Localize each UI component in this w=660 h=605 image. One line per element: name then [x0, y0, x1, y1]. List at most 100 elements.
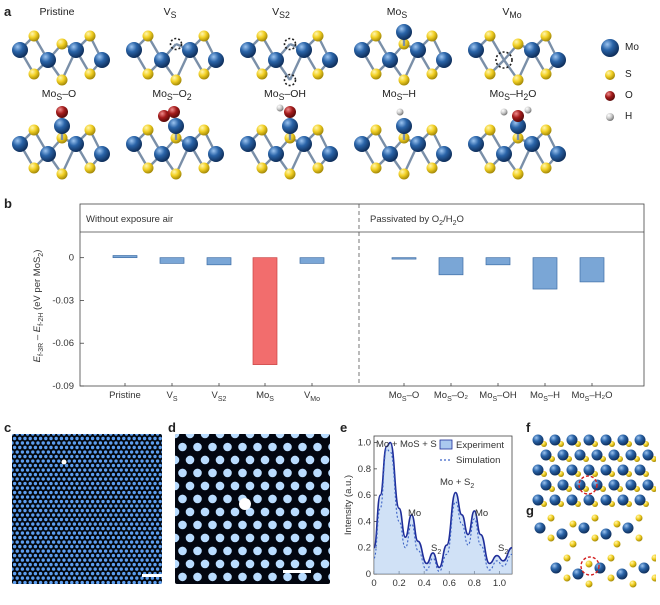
- stm-spot: [77, 468, 82, 472]
- molybdenum-atom: [532, 434, 544, 446]
- stm-spot: [25, 434, 30, 436]
- stm-spot: [44, 490, 48, 495]
- stm-spot: [12, 558, 14, 562]
- stm-spot: [155, 468, 160, 472]
- stm-spot: [238, 442, 247, 452]
- bar-7: [485, 257, 511, 266]
- stm-spot: [119, 495, 123, 499]
- stm-spot: [320, 559, 330, 569]
- molybdenum-atom: [532, 494, 544, 506]
- stm-spot: [122, 499, 126, 504]
- stm-spot: [15, 576, 19, 580]
- e-y-label: Intensity (a.u.): [343, 475, 354, 535]
- e-legend: Experiment Simulation: [439, 439, 504, 466]
- stm-spot: [20, 522, 25, 526]
- stm-spot: [59, 580, 64, 584]
- stm-spot: [145, 540, 149, 544]
- stm-spot: [93, 540, 97, 544]
- stm-spot: [41, 441, 45, 445]
- molybdenum-atom: [94, 52, 110, 68]
- stm-spot: [38, 472, 43, 477]
- stm-spot: [12, 490, 17, 495]
- sulfur-atom: [512, 168, 524, 180]
- panel-label-b: b: [4, 196, 12, 211]
- stm-spot: [33, 454, 38, 459]
- stm-spot: [114, 495, 118, 499]
- stm-spot: [41, 522, 45, 526]
- stm-spot: [142, 526, 147, 531]
- stm-spot: [119, 558, 123, 562]
- stm-spot: [153, 535, 157, 540]
- annot-s2b: S2: [498, 543, 508, 556]
- stm-spot: [36, 540, 40, 544]
- stm-spot: [114, 477, 118, 481]
- stm-spot: [313, 468, 322, 478]
- molybdenum-atom: [574, 479, 586, 491]
- molybdenum-atom: [642, 449, 654, 461]
- stm-spot: [90, 535, 95, 540]
- stm-spot: [96, 436, 100, 441]
- molybdenum-atom: [617, 434, 629, 446]
- hydrogen-atom: [276, 104, 284, 112]
- stm-spot: [132, 544, 136, 549]
- stm-spot: [46, 441, 51, 445]
- stm-spot: [18, 499, 22, 504]
- stm-spot: [155, 477, 160, 481]
- stm-spot: [127, 490, 131, 495]
- stm-spot: [290, 481, 300, 491]
- stm-spot: [230, 455, 240, 465]
- stm-spot: [124, 434, 129, 436]
- stm-spot: [145, 549, 149, 553]
- sulfur-atom: [170, 74, 182, 86]
- stm-spot: [137, 562, 142, 567]
- stm-spot: [31, 513, 35, 517]
- stm-spot: [155, 450, 160, 454]
- stm-spot: [283, 520, 292, 530]
- stm-spot: [28, 508, 32, 513]
- stm-spot: [88, 495, 92, 499]
- stm-spot: [80, 481, 84, 486]
- stm-spot: [122, 544, 126, 549]
- stm-spot: [200, 559, 210, 569]
- stm-spot: [88, 576, 92, 580]
- stm-spot: [18, 535, 22, 540]
- stm-spot: [62, 540, 66, 544]
- stm-spot: [124, 513, 129, 517]
- stm-spot: [20, 513, 25, 517]
- stm-spot: [119, 434, 123, 436]
- stm-spot: [260, 455, 270, 465]
- stm-spot: [101, 508, 105, 513]
- stm-spot: [142, 445, 147, 450]
- stm-spot: [54, 571, 58, 576]
- stm-spot: [290, 533, 300, 543]
- stm-spot: [62, 450, 66, 454]
- stm-spot: [101, 562, 105, 567]
- stm-spot: [119, 513, 123, 517]
- stm-spot: [64, 454, 69, 459]
- stm-spot: [111, 481, 116, 486]
- stm-spot: [290, 434, 300, 439]
- stm-spot: [83, 504, 87, 508]
- atom-legend: [601, 39, 619, 121]
- stm-spot: [51, 513, 56, 517]
- stm-spot: [145, 531, 149, 535]
- molybdenum-atom: [534, 522, 546, 534]
- stm-spot: [44, 472, 48, 477]
- stm-spot: [72, 468, 77, 472]
- stm-spot: [140, 468, 144, 472]
- stm-spot: [140, 504, 144, 508]
- stm-spot: [72, 540, 77, 544]
- stm-spot: [145, 504, 149, 508]
- stm-spot: [175, 507, 180, 517]
- stm-spot: [290, 559, 300, 569]
- stm-spot: [36, 486, 40, 490]
- stm-spot: [36, 576, 40, 580]
- stm-spot: [132, 463, 136, 468]
- stm-spot: [313, 546, 322, 556]
- stm-spot: [283, 442, 292, 452]
- stm-spot: [103, 459, 108, 463]
- stm-spot: [129, 567, 134, 571]
- legend-o-atom: [605, 91, 615, 101]
- stm-spot: [80, 508, 84, 513]
- stm-spot: [155, 540, 160, 544]
